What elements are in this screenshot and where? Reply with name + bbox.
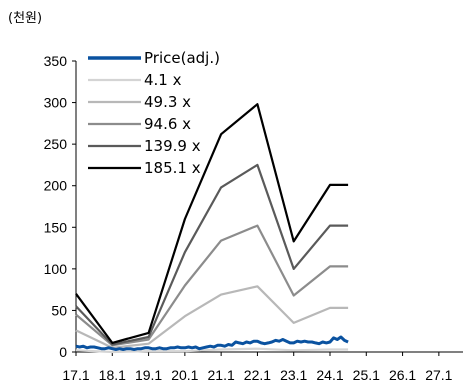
y-axis: 0 50 100 150 200 250 300 350 (44, 53, 77, 360)
x-axis: 17.1 18.1 19.1 20.1 21.1 22.1 23.1 24.1 25.1 26.1… (62, 351, 463, 383)
y-tick-label: 50 (51, 302, 67, 318)
unit-label: (천원) (8, 11, 42, 26)
y-tick-label: 250 (44, 136, 68, 152)
y-tick-label: 350 (44, 53, 68, 69)
x-tick-label: 20.1 (171, 367, 198, 383)
series-line-2 (75, 285, 349, 349)
legend-label: 49.3 x (144, 93, 191, 111)
x-tick-label: 19.1 (135, 367, 162, 383)
x-tick-label: 21.1 (208, 367, 235, 383)
x-tick-label: 24.1 (316, 367, 343, 383)
legend-label: 4.1 x (144, 71, 182, 89)
plot-area (75, 103, 349, 354)
x-tick-label: 27.1 (425, 367, 452, 383)
series-line-4 (75, 163, 349, 346)
y-tick-label: 200 (44, 178, 68, 194)
x-tick-label: 26.1 (389, 367, 416, 383)
series-line-5 (75, 103, 349, 344)
x-tick-label: 17.1 (62, 367, 89, 383)
legend-label: 94.6 x (144, 115, 191, 133)
y-tick-label: 300 (44, 95, 68, 111)
x-tick-label: 22.1 (244, 367, 271, 383)
y-tick-label: 0 (59, 344, 67, 360)
legend-label: 185.1 x (144, 159, 201, 177)
legend: Price(adj.) 4.1 x 49.3 x 94.6 x 139.9 x 185.1… (88, 49, 220, 177)
series-line-3 (75, 224, 349, 347)
x-tick-label: 18.1 (99, 367, 126, 383)
series-line-price (75, 335, 349, 351)
series-line-1 (75, 347, 349, 354)
y-tick-label: 150 (44, 219, 68, 235)
y-tick-label: 100 (44, 261, 68, 277)
legend-label: Price(adj.) (144, 49, 220, 67)
x-tick-label: 23.1 (280, 367, 307, 383)
x-tick-label: 25.1 (353, 367, 380, 383)
legend-label: 139.9 x (144, 137, 201, 155)
